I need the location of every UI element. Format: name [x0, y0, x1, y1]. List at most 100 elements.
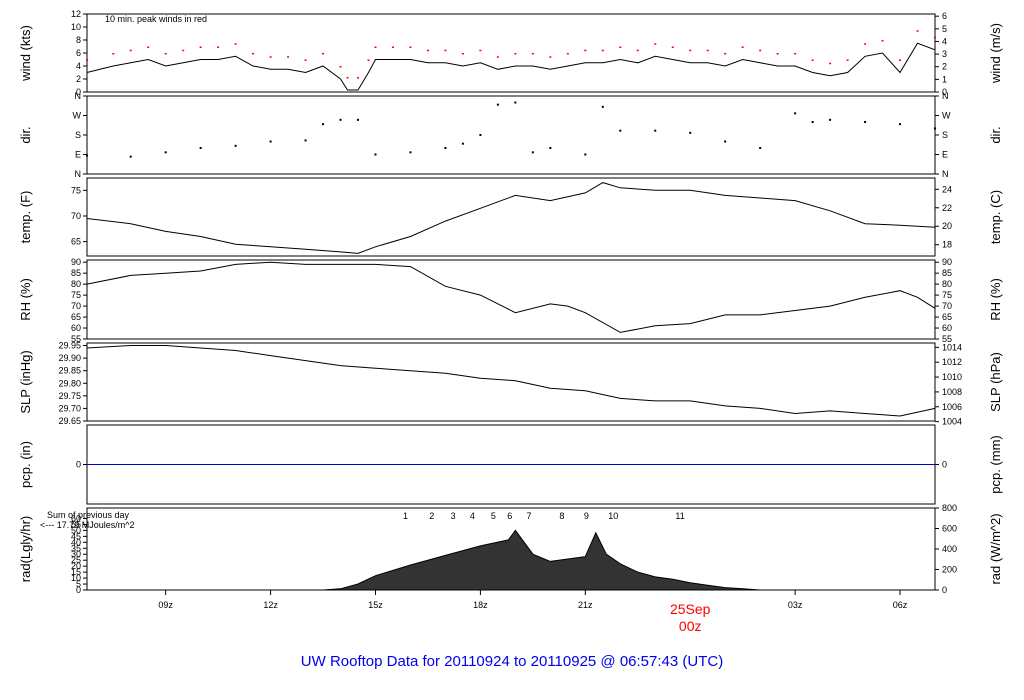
wind-peak-point	[689, 49, 692, 52]
pcp-left-tick-label: 0	[76, 460, 81, 470]
temp-left-tick-label: 70	[71, 211, 81, 221]
date-marker-hour: 00z	[679, 618, 702, 634]
rad-left-tick-label: 35	[71, 543, 81, 553]
panel-rad: 0510152025303540455055600200400600800rad…	[18, 503, 1003, 595]
temp-right-tick-label: 18	[942, 240, 952, 250]
wind-peak-point	[846, 59, 849, 61]
dir-point	[357, 118, 360, 121]
rad-hour-marker: 7	[527, 511, 532, 521]
dir-right-tick-label: S	[942, 130, 948, 140]
dir-right-tick-label: N	[942, 169, 949, 179]
wind-peak-point	[636, 49, 639, 52]
rh-left-tick-label: 65	[71, 312, 81, 322]
rh-right-label: RH (%)	[988, 278, 1003, 321]
dir-point	[322, 123, 325, 126]
rh-left-tick-label: 55	[71, 334, 81, 344]
slp-right-tick-label: 1008	[942, 387, 962, 397]
wind-series-line	[86, 42, 936, 91]
wind-left-tick-label: 8	[76, 35, 81, 45]
dir-point	[601, 105, 604, 108]
slp-left-label: SLP (inHg)	[18, 350, 33, 413]
wind-peak-point	[182, 49, 185, 52]
wind-peak-point	[409, 46, 412, 48]
x-tick-label: 06z	[893, 600, 908, 610]
dir-right-tick-label: N	[942, 91, 949, 101]
wind-peak-point	[899, 59, 902, 61]
dir-point	[514, 101, 517, 104]
rad-left-tick-label: 0	[76, 585, 81, 595]
wind-left-tick-label: 4	[76, 61, 81, 71]
dir-left-tick-label: W	[73, 111, 82, 121]
rad-note-line2: <--- 17.79 MJoules/m^2	[40, 520, 135, 530]
rh-left-tick-label: 70	[71, 301, 81, 311]
wind-right-tick-label: 5	[942, 24, 947, 34]
wind-right-tick-label: 4	[942, 36, 947, 46]
wind-peak-point	[601, 49, 604, 52]
rh-right-tick-label: 80	[942, 279, 952, 289]
temp-left-tick-label: 65	[71, 237, 81, 247]
dir-point	[794, 112, 797, 115]
slp-right-tick-label: 1006	[942, 402, 962, 412]
wind-peak-point	[164, 53, 167, 55]
wind-peak-point	[514, 53, 517, 55]
wind-peak-point	[619, 46, 622, 48]
chart-title: UW Rooftop Data for 20110924 to 20110925…	[301, 653, 723, 670]
date-marker-day: 25Sep	[670, 601, 711, 617]
rad-right-label: rad (W/m^2)	[988, 513, 1003, 584]
rad-left-tick-label: 15	[71, 567, 81, 577]
wind-left-tick-label: 10	[71, 22, 81, 32]
rh-right-tick-label: 60	[942, 323, 952, 333]
rad-hour-marker: 4	[470, 511, 475, 521]
slp-left-tick-label: 29.70	[58, 403, 81, 413]
dir-left-tick-label: E	[75, 150, 81, 160]
slp-right-label: SLP (hPa)	[988, 352, 1003, 412]
wind-right-tick-label: 0	[942, 87, 947, 97]
rad-hour-marker: 10	[608, 511, 618, 521]
x-tick-label: 03z	[788, 600, 803, 610]
wind-peak-point	[934, 36, 936, 39]
temp-right-label: temp. (C)	[988, 190, 1003, 244]
rad-left-label: rad(Lgly/hr)	[18, 516, 33, 582]
dir-point	[409, 151, 412, 154]
wind-right-tick-label: 2	[942, 62, 947, 72]
slp-right-tick-label: 1004	[942, 417, 962, 427]
wind-peak-point	[86, 59, 88, 61]
wind-peak-point	[339, 66, 342, 68]
wind-peak-point	[881, 40, 884, 42]
dir-point	[584, 153, 587, 156]
rh-left-tick-label: 60	[71, 323, 81, 333]
rad-left-tick-label: 5	[76, 579, 81, 589]
rh-left-tick-label: 90	[71, 257, 81, 267]
dir-point	[864, 121, 867, 123]
rad-left-tick-label: 60	[71, 513, 81, 523]
wind-peak-point	[671, 46, 674, 48]
slp-left-tick-label: 29.85	[58, 366, 81, 376]
wind-peak-point	[741, 46, 744, 48]
dir-left-tick-label: N	[75, 91, 82, 101]
rad-hour-marker: 9	[584, 511, 589, 521]
wind-left-tick-label: 0	[76, 87, 81, 97]
rad-hour-marker: 5	[491, 511, 496, 521]
dir-point	[461, 142, 464, 145]
temp-left-tick-label: 75	[71, 185, 81, 195]
dir-point	[496, 103, 499, 106]
dir-point	[129, 155, 132, 158]
wind-peak-point	[864, 43, 867, 45]
wind-peak-point	[269, 56, 272, 58]
dir-point	[234, 144, 237, 147]
dir-point	[374, 153, 377, 156]
wind-peak-point	[217, 46, 220, 48]
rad-left-tick-label: 10	[71, 573, 81, 583]
wind-peak-point	[199, 46, 202, 48]
rad-right-tick-label: 800	[942, 503, 957, 513]
wind-peak-point	[916, 30, 919, 32]
wind-peak-point	[252, 53, 255, 55]
time-axis: 09z 12z 15z 18z 21z 03z 06z	[158, 590, 908, 610]
rh-left-tick-label: 80	[71, 279, 81, 289]
panel-pcp: 0 0 pcp. (in) pcp. (mm)	[18, 424, 1003, 505]
dir-point	[304, 139, 307, 142]
wind-right-label: wind (m/s)	[988, 23, 1003, 84]
temp-left-label: temp. (F)	[18, 191, 33, 244]
